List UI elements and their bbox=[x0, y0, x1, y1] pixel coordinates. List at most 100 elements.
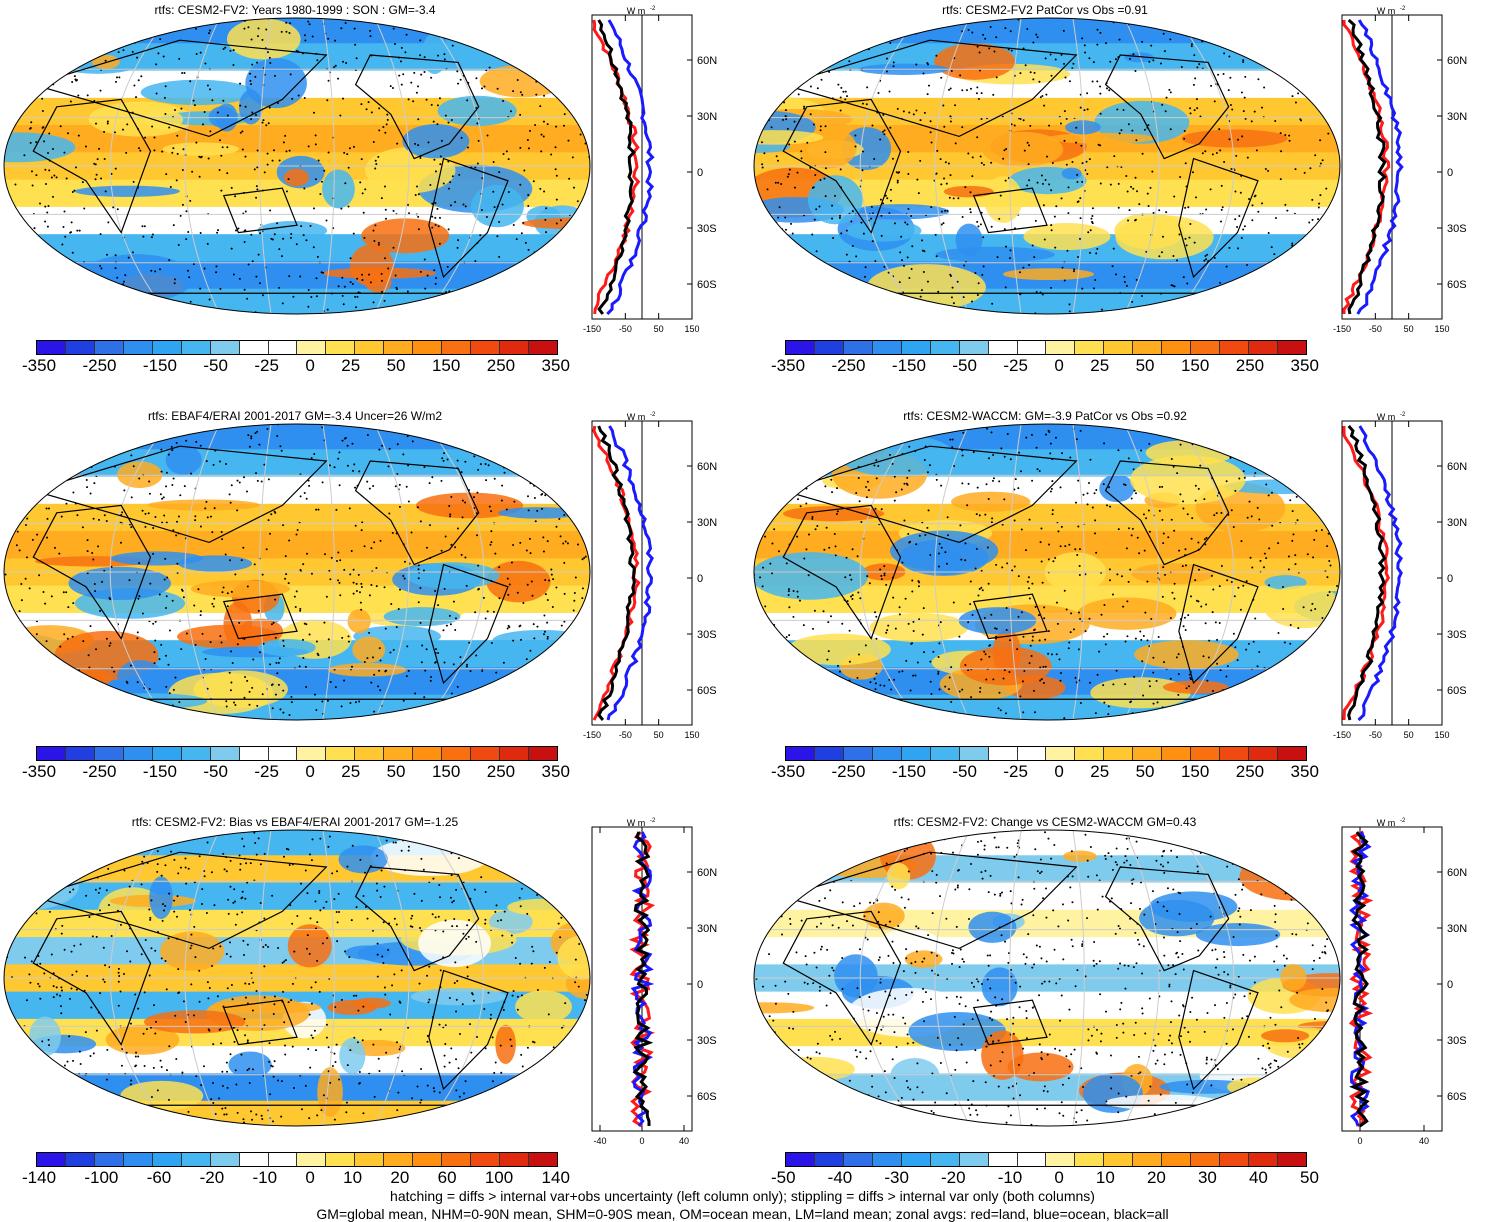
colorbar-swatch bbox=[211, 1153, 240, 1166]
colorbar-tick-label: -140 bbox=[22, 1168, 56, 1188]
colorbar-swatch bbox=[1018, 1153, 1047, 1166]
colorbar-swatch bbox=[1046, 341, 1075, 354]
latitude-label: 60N bbox=[697, 867, 717, 879]
zonal-x-tick-label: -50 bbox=[619, 324, 632, 334]
latitude-label: 60S bbox=[1447, 685, 1467, 697]
colorbar-swatch bbox=[529, 341, 557, 354]
footer-note-hatching: hatching = diffs > internal var+obs unce… bbox=[0, 1188, 1485, 1204]
colorbar-swatch bbox=[873, 747, 902, 760]
colorbar-swatch bbox=[1191, 341, 1220, 354]
colorbar-tick-label: 0 bbox=[305, 356, 314, 376]
latitude-label: 60S bbox=[1447, 279, 1467, 291]
colorbar-swatch bbox=[1278, 341, 1306, 354]
colorbar-swatch bbox=[384, 1153, 413, 1166]
zonal-x-tick-label: -150 bbox=[583, 324, 601, 334]
colorbar-swatch bbox=[1191, 1153, 1220, 1166]
colorbar-swatch bbox=[66, 1153, 95, 1166]
colorbar-swatch bbox=[297, 1153, 326, 1166]
colorbar-swatch bbox=[815, 341, 844, 354]
colorbar-swatches bbox=[785, 340, 1307, 355]
robinson-map bbox=[2, 422, 592, 722]
colorbar-swatch bbox=[1162, 341, 1191, 354]
colorbar-tick-label: 140 bbox=[542, 1168, 570, 1188]
colorbar-tick-label: 25 bbox=[1090, 356, 1109, 376]
latitude-label: 60S bbox=[697, 685, 717, 697]
colorbar-tick-label: -50 bbox=[771, 1168, 796, 1188]
zonal-unit-label: W m bbox=[627, 412, 646, 422]
colorbar-swatch bbox=[269, 341, 298, 354]
colorbar-swatch bbox=[182, 747, 211, 760]
colorbar-swatch bbox=[989, 1153, 1018, 1166]
colorbar-swatch bbox=[844, 1153, 873, 1166]
colorbar-tick-label: -10 bbox=[252, 1168, 277, 1188]
latitude-label: 0 bbox=[1447, 573, 1453, 585]
colorbar-tick-label: 50 bbox=[387, 762, 406, 782]
colorbar-tick-label: -30 bbox=[884, 1168, 909, 1188]
colorbar-swatch bbox=[1018, 341, 1047, 354]
colorbar-tick-label: 150 bbox=[1181, 762, 1209, 782]
colorbar-swatch bbox=[153, 747, 182, 760]
colorbar-tick-label: -10 bbox=[998, 1168, 1023, 1188]
latitude-label: 60S bbox=[1447, 1091, 1467, 1103]
latitude-label: 30S bbox=[1447, 629, 1467, 641]
colorbar-swatch bbox=[902, 1153, 931, 1166]
latitude-label: 30S bbox=[1447, 1035, 1467, 1047]
latitude-label: 30N bbox=[1447, 111, 1467, 123]
colorbar-tick-label: 150 bbox=[432, 762, 460, 782]
panel-title: rtfs: CESM2-FV2: Change vs CESM2-WACCM G… bbox=[745, 815, 1345, 829]
colorbar-swatch bbox=[37, 747, 66, 760]
zonal-unit-exponent: -2 bbox=[1400, 818, 1406, 824]
colorbar-tick-label: -350 bbox=[22, 356, 56, 376]
colorbar-swatch bbox=[1220, 747, 1249, 760]
colorbar-swatch bbox=[297, 747, 326, 760]
colorbar-swatch bbox=[326, 341, 355, 354]
colorbar-swatch bbox=[1249, 341, 1278, 354]
latitude-label: 30S bbox=[697, 629, 717, 641]
colorbar-swatch bbox=[1249, 747, 1278, 760]
latitude-label: 30N bbox=[697, 517, 717, 529]
colorbar-swatch bbox=[413, 341, 442, 354]
colorbar-tick-label: -25 bbox=[254, 762, 279, 782]
colorbar-swatch bbox=[124, 1153, 153, 1166]
colorbar-swatch bbox=[960, 341, 989, 354]
colorbar-tick-label: 350 bbox=[1291, 762, 1319, 782]
zonal-unit-label: W m bbox=[1377, 6, 1396, 16]
zonal-x-tick-label: -40 bbox=[593, 1136, 606, 1146]
colorbar-tick-label: -150 bbox=[143, 762, 177, 782]
colorbar-swatch bbox=[931, 747, 960, 760]
latitude-label: 30N bbox=[697, 923, 717, 935]
colorbar-swatch bbox=[786, 747, 815, 760]
colorbar-swatch bbox=[326, 1153, 355, 1166]
colorbar-swatch bbox=[989, 341, 1018, 354]
colorbar-tick-label: -25 bbox=[1003, 762, 1028, 782]
colorbar-swatch bbox=[815, 1153, 844, 1166]
colorbar-tick-label: -50 bbox=[203, 762, 228, 782]
zonal-x-tick-label: 150 bbox=[684, 324, 699, 334]
colorbar-swatch bbox=[786, 341, 815, 354]
zonal-unit-exponent: -2 bbox=[1400, 6, 1406, 12]
latitude-label: 60N bbox=[1447, 461, 1467, 473]
colorbar-swatch bbox=[844, 341, 873, 354]
colorbar-swatch bbox=[1075, 1153, 1104, 1166]
zonal-x-tick-label: -150 bbox=[583, 730, 601, 740]
zonal-unit-exponent: -2 bbox=[1400, 412, 1406, 418]
colorbar-swatch bbox=[442, 341, 471, 354]
colorbar-tick-label: 25 bbox=[1090, 762, 1109, 782]
colorbar-swatch bbox=[1046, 1153, 1075, 1166]
colorbar-swatch bbox=[1220, 1153, 1249, 1166]
latitude-label: 0 bbox=[1447, 979, 1453, 991]
colorbar-swatch bbox=[1162, 1153, 1191, 1166]
colorbar-tick-label: -150 bbox=[143, 356, 177, 376]
colorbar-swatch bbox=[471, 747, 500, 760]
latitude-label: 0 bbox=[697, 167, 703, 179]
colorbar-tick-label: -150 bbox=[892, 762, 926, 782]
colorbar-swatch bbox=[529, 1153, 557, 1166]
colorbar-swatch bbox=[124, 341, 153, 354]
zonal-unit-exponent: -2 bbox=[650, 412, 656, 418]
colorbar-tick-label: -50 bbox=[952, 762, 977, 782]
zonal-x-tick-label: -50 bbox=[1369, 324, 1382, 334]
colorbar-swatch bbox=[1220, 341, 1249, 354]
